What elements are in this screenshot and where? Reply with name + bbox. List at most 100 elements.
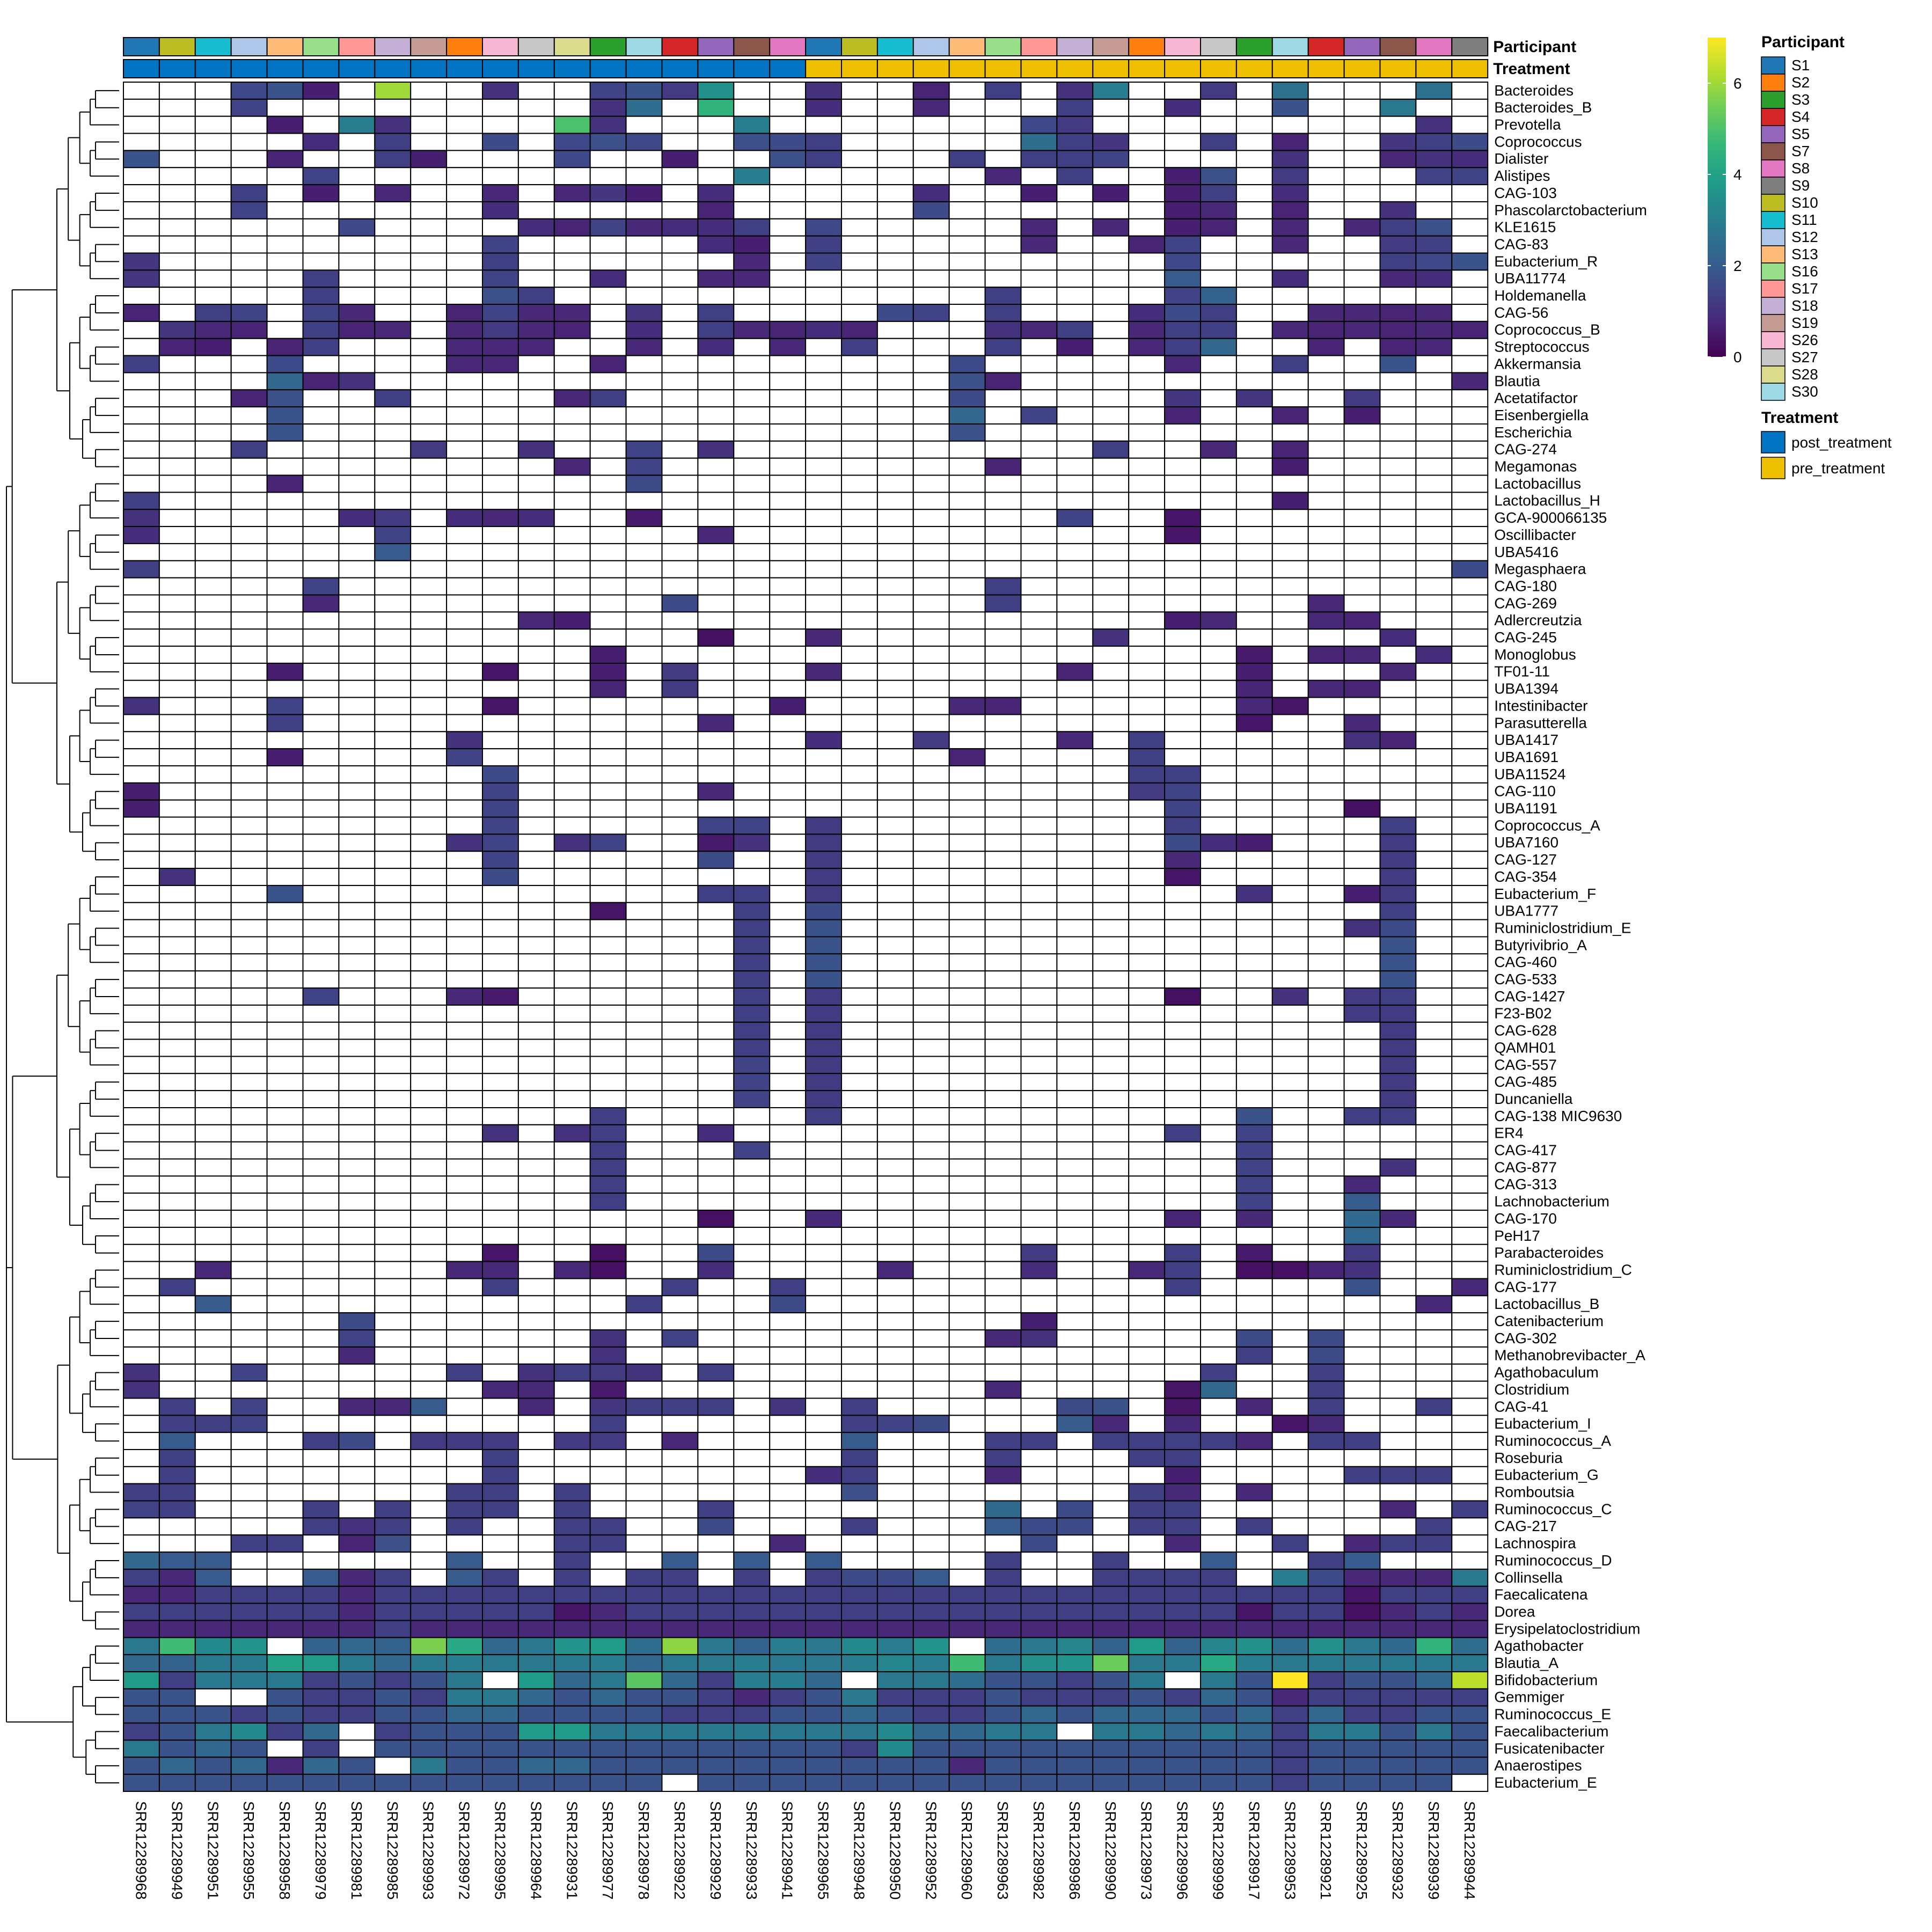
heatmap-cell	[1020, 611, 1058, 630]
heatmap-cell	[984, 474, 1022, 493]
heatmap-cell	[769, 543, 807, 561]
heatmap-cell	[194, 816, 232, 835]
heatmap-cell	[769, 1346, 807, 1365]
heatmap-cell	[733, 679, 771, 698]
heatmap-cell	[158, 1585, 196, 1604]
heatmap-cell	[194, 1175, 232, 1194]
heatmap-cell	[1020, 1654, 1058, 1673]
heatmap-cell	[876, 1774, 914, 1792]
heatmap-cell	[1307, 269, 1345, 288]
heatmap-cell	[1056, 1415, 1094, 1433]
participant-legend-label: S3	[1791, 91, 1810, 108]
heatmap-cell	[1451, 970, 1489, 989]
heatmap-cell	[1271, 799, 1309, 818]
heatmap-cell	[661, 1602, 699, 1621]
heatmap-cell	[123, 833, 160, 852]
heatmap-cell	[410, 662, 448, 681]
heatmap-cell	[1092, 184, 1130, 202]
heatmap-cell	[1092, 150, 1130, 169]
heatmap-cell	[984, 252, 1022, 271]
heatmap-cell	[374, 235, 412, 254]
heatmap-cell	[266, 201, 304, 219]
heatmap-cell	[446, 287, 483, 305]
heatmap-cell	[517, 1329, 555, 1348]
heatmap-cell	[266, 799, 304, 818]
heatmap-cell	[553, 1363, 591, 1382]
heatmap-cell	[410, 287, 448, 305]
heatmap-cell	[912, 1295, 950, 1314]
heatmap-cell	[194, 355, 232, 374]
heatmap-cell	[589, 782, 627, 801]
heatmap-cell	[1235, 1210, 1273, 1228]
participant-annotation-cell	[410, 37, 448, 56]
heatmap-cell	[984, 851, 1022, 869]
heatmap-cell	[1164, 936, 1202, 955]
heatmap-cell	[446, 1312, 483, 1331]
heatmap-cell	[1128, 509, 1166, 528]
heatmap-cell	[625, 1226, 663, 1245]
heatmap-cell	[1056, 320, 1094, 339]
heatmap-cell	[1200, 851, 1237, 869]
heatmap-cell	[625, 372, 663, 391]
heatmap-cell	[266, 98, 304, 117]
heatmap-cell	[1451, 423, 1489, 442]
column-label: SRR12289951	[204, 1801, 221, 1900]
heatmap-cell	[302, 150, 340, 169]
heatmap-cell	[805, 765, 842, 784]
treatment-annotation-cell	[912, 59, 950, 78]
heatmap-cell	[912, 1380, 950, 1399]
heatmap-cell	[482, 1415, 519, 1433]
heatmap-cell	[1128, 919, 1166, 938]
heatmap-cell	[553, 1688, 591, 1707]
heatmap-cell	[1415, 646, 1453, 664]
heatmap-cell	[302, 543, 340, 561]
heatmap-cell	[841, 594, 878, 613]
heatmap-cell	[1200, 150, 1237, 169]
heatmap-cell	[230, 1038, 268, 1057]
heatmap-cell	[1451, 577, 1489, 596]
participant-annotation-cell	[1128, 37, 1166, 56]
heatmap-cell	[158, 1346, 196, 1365]
heatmap-cell	[194, 1073, 232, 1092]
heatmap-cell	[1379, 577, 1417, 596]
heatmap-cell	[733, 1671, 771, 1689]
heatmap-cell	[1164, 269, 1202, 288]
treatment-annotation-cell	[1307, 59, 1345, 78]
heatmap-cell	[194, 1210, 232, 1228]
heatmap-cell	[123, 320, 160, 339]
heatmap-cell	[805, 218, 842, 237]
heatmap-cell	[1451, 1534, 1489, 1553]
heatmap-cell	[661, 628, 699, 647]
heatmap-cell	[374, 697, 412, 715]
heatmap-cell	[1020, 697, 1058, 715]
heatmap-cell	[230, 1363, 268, 1382]
heatmap-cell	[1200, 1705, 1237, 1724]
heatmap-cell	[446, 1021, 483, 1040]
heatmap-cell	[912, 628, 950, 647]
heatmap-cell	[1235, 1175, 1273, 1194]
heatmap-cell	[374, 816, 412, 835]
heatmap-cell	[374, 611, 412, 630]
heatmap-cell	[123, 218, 160, 237]
heatmap-cell	[876, 1004, 914, 1023]
row-label: Alistipes	[1494, 167, 1550, 184]
heatmap-cell	[769, 1449, 807, 1467]
heatmap-cell	[1128, 1415, 1166, 1433]
heatmap-cell	[1235, 133, 1273, 151]
heatmap-cell	[841, 1329, 878, 1348]
row-label: CAG-41	[1494, 1398, 1548, 1415]
heatmap-cell	[158, 167, 196, 186]
heatmap-cell	[1164, 235, 1202, 254]
heatmap-cell	[1235, 1073, 1273, 1092]
heatmap-cell	[410, 1056, 448, 1074]
heatmap-cell	[266, 1278, 304, 1297]
heatmap-cell	[1056, 1552, 1094, 1570]
heatmap-cell	[697, 628, 735, 647]
row-label: Eubacterium_F	[1494, 885, 1596, 902]
heatmap-cell	[266, 252, 304, 271]
heatmap-cell	[589, 372, 627, 391]
heatmap-cell	[158, 1415, 196, 1433]
heatmap-cell	[1092, 646, 1130, 664]
heatmap-cell	[697, 782, 735, 801]
heatmap-cell	[1056, 611, 1094, 630]
